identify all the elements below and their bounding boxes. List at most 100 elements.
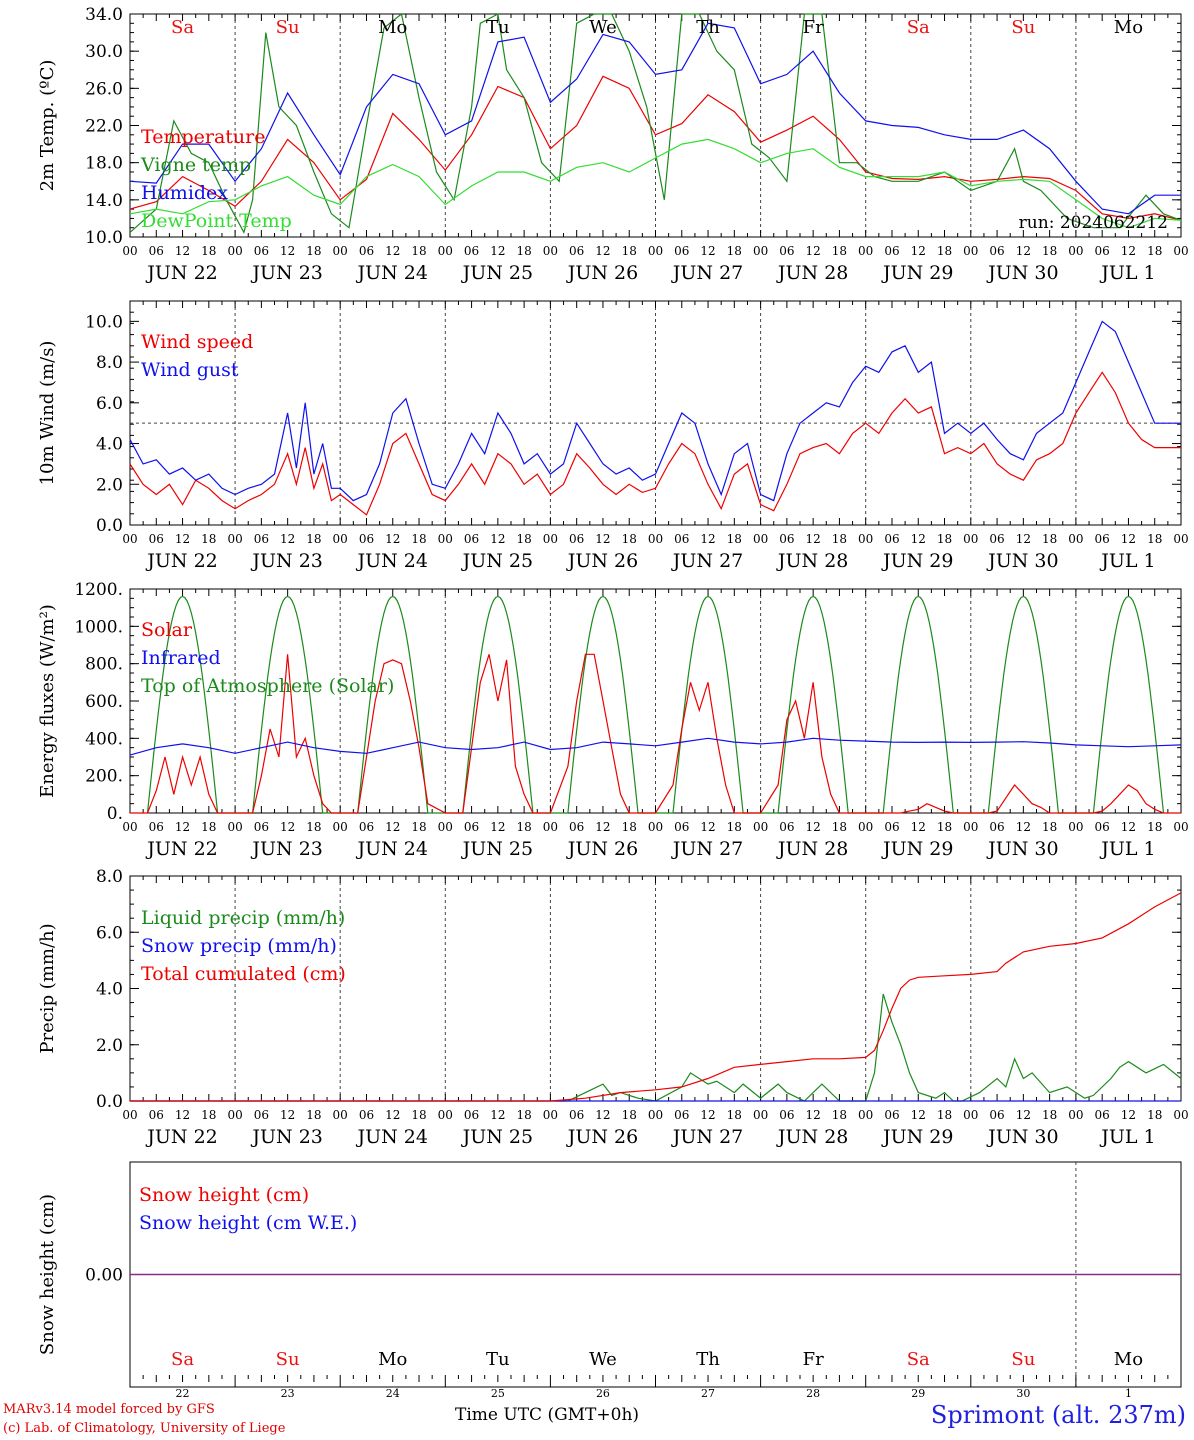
hour-tick-label: 12 [1016,820,1031,834]
day-number: 26 [596,1387,610,1400]
y-tick-label: 800. [85,655,123,675]
hour-tick-label: 00 [858,244,873,258]
y-tick-label: 1200. [74,580,123,600]
series-line-dewpoint-temp [129,138,1182,229]
hour-tick-label: 12 [175,820,190,834]
hour-tick-label: 00 [438,532,453,546]
weekday-label: Su [1011,17,1035,38]
hour-tick-label: 00 [227,820,242,834]
date-label: JUN 25 [461,838,533,860]
hour-tick-label: 12 [280,532,295,546]
day-number: 27 [701,1387,715,1400]
hour-tick-label: 06 [674,532,689,546]
series-line-wind-speed [129,371,1181,516]
hour-tick-label: 00 [122,244,137,258]
hour-tick-label: 00 [1068,244,1083,258]
date-label: JUN 23 [250,262,322,284]
hour-tick-label: 06 [1095,820,1110,834]
legend-entry: Temperature [141,126,265,148]
weekday-label: We [589,17,617,38]
hour-tick-label: 12 [595,820,610,834]
y-tick-label: 0.00 [85,1266,123,1286]
hour-tick-label: 00 [753,1108,768,1122]
y-axis-title: Precip (mm/h) [37,923,58,1053]
date-label: JUN 30 [986,1126,1058,1148]
hour-tick-label: 12 [595,532,610,546]
y-tick-label: 400. [85,729,123,749]
date-label: JUN 27 [671,1126,743,1148]
hour-tick-label: 06 [359,532,374,546]
hour-tick-label: 18 [516,244,531,258]
date-label: JUN 25 [461,550,533,572]
legend-entry: Wind speed [141,331,253,353]
series-line-humidex [129,22,1181,215]
y-tick-label: 0.0 [96,516,123,536]
hour-tick-label: 18 [727,244,742,258]
y-axis-title: Energy fluxes (W/m²) [37,604,58,798]
hour-tick-label: 12 [280,1108,295,1122]
y-tick-label: 6.0 [96,923,123,943]
hour-tick-label: 06 [254,1108,269,1122]
hour-tick-label: 00 [333,532,348,546]
hour-tick-label: 00 [753,820,768,834]
y-tick-label: 6.0 [96,394,123,414]
y-tick-label: 200. [85,767,123,787]
y-axis-title: 2m Temp. (ºC) [37,60,58,192]
date-label: JUN 26 [566,550,638,572]
date-label: JUN 28 [776,550,848,572]
weekday-label: Sa [171,17,194,38]
legend-entry: Solar [141,619,193,641]
hour-tick-label: 00 [963,820,978,834]
weekday-label: Su [276,1349,300,1370]
hour-tick-label: 12 [280,820,295,834]
y-tick-label: 34.0 [85,5,123,25]
hour-tick-label: 00 [1173,1108,1188,1122]
date-label: JUN 30 [986,838,1058,860]
date-label: JUL 1 [1099,550,1155,572]
day-number: 24 [386,1387,400,1400]
y-tick-label: 22.0 [85,117,123,137]
hour-tick-label: 06 [884,532,899,546]
hour-tick-label: 00 [858,1108,873,1122]
legend-entry: DewPoint Temp [141,210,292,232]
hour-tick-label: 06 [149,1108,164,1122]
hour-tick-label: 18 [1147,820,1162,834]
hour-tick-label: 06 [149,532,164,546]
series-line-infrared [129,737,1182,756]
hour-tick-label: 18 [832,532,847,546]
hour-tick-label: 06 [464,244,479,258]
hour-tick-label: 12 [490,820,505,834]
hour-tick-label: 06 [359,244,374,258]
hour-tick-label: 12 [385,820,400,834]
hour-tick-label: 12 [1016,244,1031,258]
series-line-solar [130,653,1181,814]
hour-tick-label: 18 [411,820,426,834]
hour-tick-label: 00 [858,532,873,546]
weekday-label: Fr [803,1349,824,1370]
y-axis-title: Snow height (cm) [37,1194,58,1355]
y-tick-label: 4.0 [96,435,123,455]
hour-tick-label: 18 [727,820,742,834]
date-label: JUN 25 [461,1126,533,1148]
date-label: JUN 25 [461,262,533,284]
hour-tick-label: 12 [700,820,715,834]
hour-tick-label: 06 [989,1108,1004,1122]
series-line-wind-gust [129,320,1181,502]
hour-tick-label: 18 [727,1108,742,1122]
hour-tick-label: 00 [858,820,873,834]
hour-tick-label: 12 [490,244,505,258]
hour-tick-label: 18 [622,532,637,546]
y-tick-label: 8.0 [96,867,123,887]
hour-tick-label: 06 [569,1108,584,1122]
hour-tick-label: 18 [832,1108,847,1122]
hour-tick-label: 06 [989,532,1004,546]
hour-tick-label: 18 [516,1108,531,1122]
hour-tick-label: 12 [490,532,505,546]
series-line-vigne-temp [129,12,1182,235]
hour-tick-label: 12 [385,1108,400,1122]
hour-tick-label: 00 [543,244,558,258]
hour-tick-label: 00 [227,244,242,258]
hour-tick-label: 06 [464,532,479,546]
hour-tick-label: 00 [753,532,768,546]
